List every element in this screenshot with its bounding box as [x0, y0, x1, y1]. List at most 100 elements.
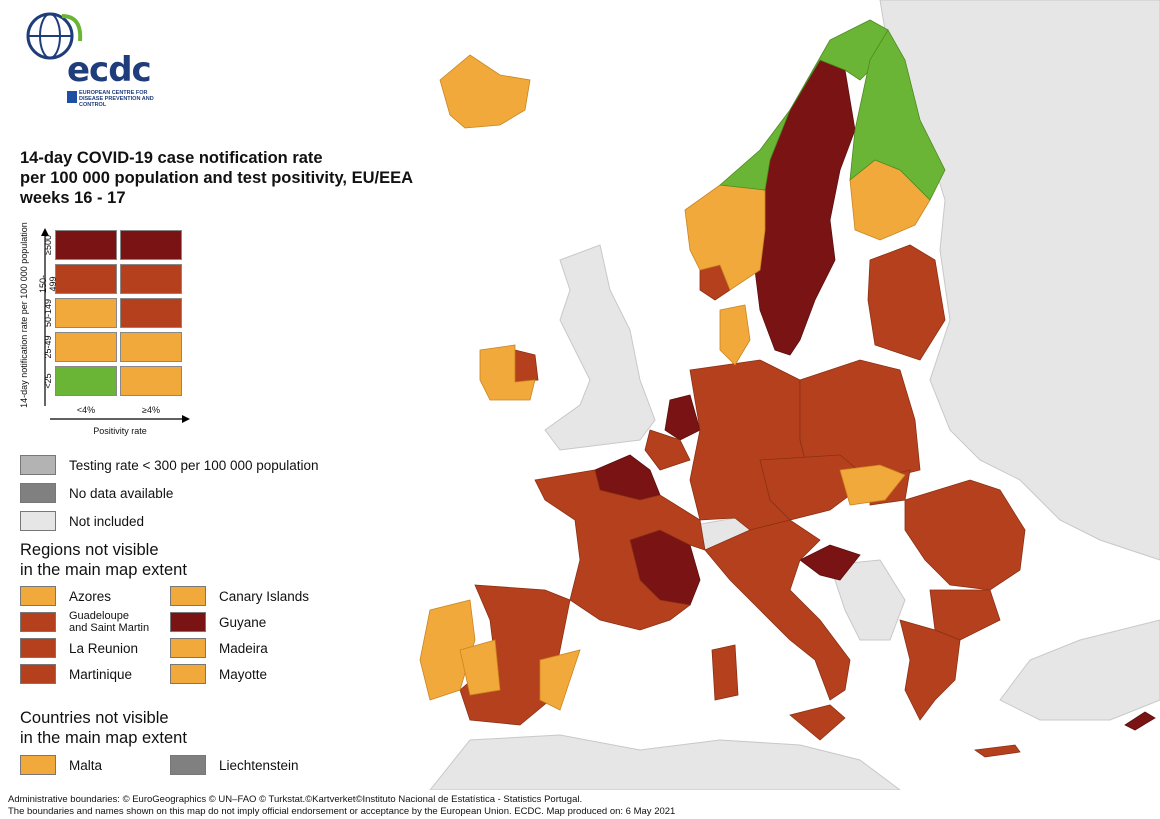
europe-map — [419, 0, 1160, 790]
netherlands-region — [664, 394, 701, 441]
hungary-region — [839, 464, 906, 506]
legend-swatch — [20, 638, 56, 658]
croatia-region — [799, 544, 861, 581]
greece-region — [899, 619, 961, 721]
swatch-not-included — [20, 511, 56, 531]
matrix-cell — [55, 298, 117, 328]
great-britain-region — [544, 244, 656, 451]
legend-swatch — [170, 612, 206, 632]
matrix-row-label: <25 — [43, 373, 53, 389]
sicily-region — [789, 704, 846, 741]
ireland-region — [479, 344, 536, 401]
legend-label: Azores — [69, 588, 112, 604]
portugal-region — [419, 599, 476, 701]
legend-label: Testing rate < 300 per 100 000 populatio… — [69, 457, 319, 473]
bulgaria-region — [929, 589, 1001, 641]
legend-label: No data available — [69, 485, 174, 501]
matrix-row-label: 50-149 — [43, 298, 53, 328]
sweden-region — [754, 59, 856, 356]
legend-entry: Guyane — [170, 611, 266, 633]
legend-label: Liechtenstein — [219, 757, 299, 773]
matrix-row-label: ≥500 — [43, 235, 53, 255]
iceland-region — [439, 54, 531, 129]
globe-icon — [26, 12, 83, 60]
valencia-region — [539, 649, 581, 711]
matrix-col-label: ≥4% — [142, 405, 160, 415]
x-axis-arrow-icon — [50, 415, 190, 423]
belgium-region — [644, 429, 691, 471]
matrix-cell — [55, 332, 117, 362]
matrix-cell — [120, 332, 182, 362]
legend-label: Guadeloupe and Saint Martin — [69, 610, 150, 634]
legend-entry: Canary Islands — [170, 585, 309, 607]
balkans-grey-region — [829, 559, 906, 641]
legend-swatch — [170, 664, 206, 684]
legend-testing-rate: Testing rate < 300 per 100 000 populatio… — [20, 454, 319, 476]
matrix-cell — [120, 298, 182, 328]
legend-entry: La Reunion — [20, 637, 138, 659]
france-region — [534, 469, 706, 631]
matrix-x-title: Positivity rate — [93, 426, 147, 436]
legend-entry: Guadeloupe and Saint Martin — [20, 610, 150, 634]
matrix-row-label: 150-499 — [38, 275, 58, 294]
regions-title: Regions not visible in the main map exte… — [20, 541, 187, 579]
baltics-region — [867, 244, 946, 361]
legend-swatch — [170, 638, 206, 658]
swatch-light-grey — [20, 455, 56, 475]
legend-no-data: No data available — [20, 482, 173, 504]
matrix-row-label: 25-49 — [43, 335, 53, 359]
legend-entry: Liechtenstein — [170, 754, 299, 776]
logo-wordmark: ecdc — [67, 50, 152, 90]
legend-not-included: Not included — [20, 510, 144, 532]
matrix-cell — [120, 230, 182, 260]
footer-credits: Administrative boundaries: © EuroGeograp… — [8, 794, 676, 817]
green-regions — [719, 19, 946, 201]
matrix-cell — [55, 230, 117, 260]
legend-entry: Malta — [20, 754, 102, 776]
legend-entry: Martinique — [20, 663, 132, 685]
eu-flag-icon — [67, 91, 77, 103]
crete-region — [973, 744, 1021, 758]
dark-red-regions — [594, 59, 1156, 731]
countries-title: Countries not visible in the main map ex… — [20, 709, 187, 747]
matrix-cell — [120, 366, 182, 396]
turkey-region — [999, 619, 1160, 721]
legend-label: Canary Islands — [219, 588, 310, 604]
legend-swatch — [20, 664, 56, 684]
matrix-y-title: 14-day notification rate per 100 000 pop… — [19, 222, 29, 408]
swatch-dark-grey — [20, 483, 56, 503]
legend-label: Martinique — [69, 666, 133, 682]
legend-swatch — [20, 755, 56, 775]
legend-label: Not included — [69, 513, 145, 529]
legend-swatch — [20, 586, 56, 606]
y-axis-arrow-icon — [41, 228, 49, 406]
legend-label: Guyane — [219, 614, 267, 630]
legend-label: Madeira — [219, 640, 268, 656]
legend-label: La Reunion — [69, 640, 139, 656]
logo-subtitle: EUROPEAN CENTRE FOR DISEASE PREVENTION A… — [79, 90, 154, 108]
legend-swatch — [20, 612, 56, 632]
legend-label: Mayotte — [219, 666, 268, 682]
matrix-cell — [55, 366, 117, 396]
orange-regions — [419, 54, 931, 711]
ecdc-logo: ecdc EUROPEAN CENTRE FOR DISEASE PREVENT… — [22, 6, 154, 108]
spain-centre-region — [459, 639, 501, 696]
norway-region — [684, 184, 766, 291]
legend-entry: Mayotte — [170, 663, 267, 685]
italy-region — [704, 519, 851, 701]
ireland-midlands-region — [514, 349, 539, 383]
sardinia-region — [711, 644, 739, 701]
not-included-land — [429, 0, 1160, 790]
north-africa-region — [429, 734, 901, 790]
matrix-col-label: <4% — [76, 405, 96, 415]
map-title: 14-day COVID-19 case notification rate p… — [20, 149, 414, 207]
legend-entry: Madeira — [170, 637, 268, 659]
matrix-cell — [120, 264, 182, 294]
finland-north-region — [849, 29, 946, 201]
legend-label: Malta — [69, 757, 103, 773]
legend-entry: Azores — [20, 585, 111, 607]
legend-swatch — [170, 755, 206, 775]
denmark-region — [719, 304, 751, 366]
matrix-cell — [55, 264, 117, 294]
legend-swatch — [170, 586, 206, 606]
